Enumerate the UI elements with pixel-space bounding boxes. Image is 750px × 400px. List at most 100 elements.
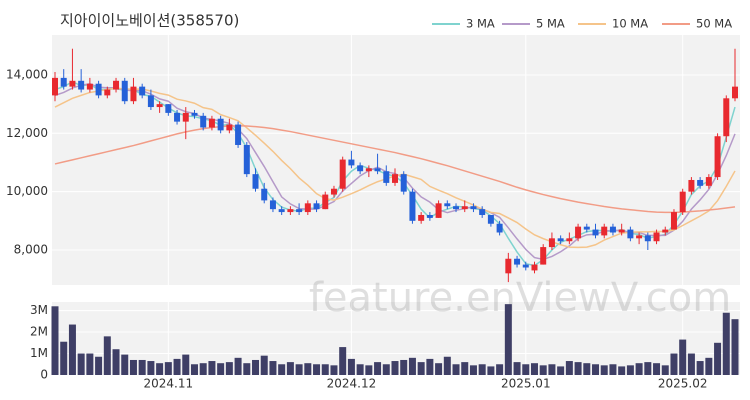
candle-body: [226, 124, 233, 131]
candle-body: [662, 229, 669, 233]
y-tick-label: 1M: [30, 346, 48, 360]
volume-bar: [199, 363, 207, 375]
legend-label: 10 MA: [612, 17, 648, 31]
volume-bar: [618, 366, 626, 375]
candle-body: [252, 174, 259, 189]
price-plot-bg: [52, 35, 740, 285]
candle-body: [278, 209, 285, 213]
candle-body: [487, 214, 494, 224]
volume-bar: [147, 361, 155, 375]
candle-body: [461, 206, 468, 210]
volume-bar: [609, 364, 617, 375]
volume-bar: [496, 364, 504, 375]
y-tick-label: 3M: [30, 303, 48, 317]
volume-bar: [365, 365, 373, 375]
candle-body: [505, 258, 512, 274]
y-tick-label: 2M: [30, 325, 48, 339]
volume-bar: [164, 362, 172, 375]
candle-body: [217, 118, 224, 131]
candle-body: [566, 238, 573, 242]
volume-bar: [592, 364, 600, 375]
volume-bar: [321, 364, 329, 375]
candle-body: [287, 209, 294, 213]
volume-bar: [670, 353, 678, 375]
candle-body: [470, 206, 477, 210]
candle-body: [113, 80, 120, 90]
candle-body: [444, 203, 451, 207]
candle-body: [147, 95, 154, 108]
volume-bar: [313, 364, 321, 375]
volume-bar: [626, 365, 634, 375]
volume-bar: [504, 304, 512, 375]
volume-bar: [234, 357, 242, 375]
volume-bar: [278, 364, 286, 375]
volume-bar: [356, 364, 364, 375]
candle-body: [653, 232, 660, 242]
x-tick-label: 2024.11: [144, 377, 194, 391]
volume-bar: [469, 365, 477, 375]
volume-bar: [461, 362, 469, 375]
y-tick-label: 8,000: [14, 242, 48, 256]
volume-bar: [443, 356, 451, 375]
volume-bar: [339, 347, 347, 375]
volume-bar: [574, 362, 582, 375]
candle-body: [165, 104, 172, 113]
candle-body: [130, 86, 137, 102]
candle-body: [121, 80, 128, 102]
candle-body: [618, 229, 625, 233]
volume-bar: [478, 364, 486, 375]
candle-body: [453, 206, 460, 210]
candle-body: [723, 98, 730, 137]
volume-bar: [304, 363, 312, 375]
volume-bar: [347, 358, 355, 375]
candle-body: [496, 223, 503, 233]
candle-body: [514, 258, 521, 265]
volume-bar: [138, 359, 146, 375]
legend-label: 50 MA: [696, 17, 732, 31]
volume-bar: [77, 353, 85, 375]
candle-body: [400, 174, 407, 192]
volume-bar: [295, 364, 303, 375]
candle-body: [182, 112, 189, 122]
volume-bar: [269, 361, 277, 375]
candle-body: [339, 159, 346, 189]
x-tick-label: 2025.02: [658, 377, 708, 391]
volume-bar: [225, 362, 233, 375]
volume-bar: [103, 336, 111, 375]
volume-bar: [382, 364, 390, 375]
candle-body: [531, 264, 538, 271]
candle-body: [86, 83, 93, 90]
volume-bar: [635, 363, 643, 375]
y-tick-label: 10,000: [6, 184, 48, 198]
volume-bar: [714, 342, 722, 375]
candle-body: [557, 238, 564, 242]
candle-body: [426, 214, 433, 218]
volume-bar: [217, 363, 225, 375]
candle-body: [548, 238, 555, 248]
candle-body: [139, 86, 146, 96]
candle-body: [357, 165, 364, 172]
volume-bar: [661, 365, 669, 375]
volume-bar: [731, 319, 739, 375]
candle-body: [374, 168, 381, 172]
volume-bar: [173, 358, 181, 375]
volume-bar: [374, 362, 382, 375]
candle-body: [479, 209, 486, 215]
chart-title: 지아이이노베이션(358570): [60, 12, 239, 30]
candle-body: [365, 168, 372, 172]
candle-body: [104, 89, 111, 96]
volume-bar: [644, 362, 652, 375]
candle-body: [435, 203, 442, 218]
volume-bar: [426, 358, 434, 375]
candle-body: [670, 212, 677, 230]
candle-body: [174, 112, 181, 122]
volume-bar: [687, 353, 695, 375]
candle-body: [313, 203, 320, 210]
volume-bar: [86, 353, 94, 375]
volume-bar: [156, 363, 164, 375]
volume-bar: [121, 354, 129, 375]
candle-body: [540, 247, 547, 265]
candle-body: [575, 226, 582, 239]
candle-body: [732, 86, 738, 99]
